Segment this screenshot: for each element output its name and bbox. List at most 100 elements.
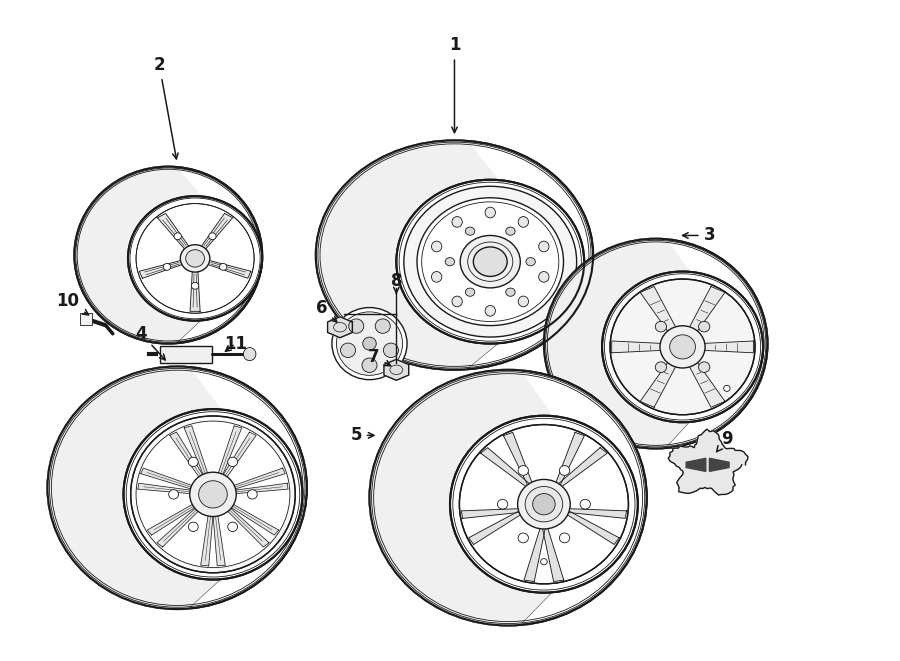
Polygon shape: [224, 505, 269, 547]
Polygon shape: [158, 214, 190, 251]
Ellipse shape: [539, 272, 549, 282]
Text: 2: 2: [154, 56, 178, 159]
Polygon shape: [157, 505, 202, 547]
Text: 1: 1: [449, 36, 460, 133]
Ellipse shape: [698, 362, 710, 372]
Polygon shape: [687, 286, 725, 335]
Ellipse shape: [383, 343, 399, 358]
Ellipse shape: [465, 227, 475, 235]
Text: 9: 9: [716, 430, 734, 451]
Polygon shape: [503, 432, 534, 489]
Ellipse shape: [450, 416, 638, 593]
Ellipse shape: [460, 235, 520, 288]
Ellipse shape: [459, 424, 628, 584]
Ellipse shape: [209, 233, 216, 240]
Polygon shape: [140, 468, 197, 490]
Polygon shape: [140, 260, 184, 278]
Polygon shape: [75, 167, 201, 344]
Ellipse shape: [163, 264, 171, 270]
Polygon shape: [230, 483, 288, 494]
Text: 8: 8: [391, 272, 402, 293]
Ellipse shape: [190, 472, 236, 516]
Ellipse shape: [168, 490, 178, 499]
Ellipse shape: [506, 227, 515, 235]
Ellipse shape: [506, 288, 515, 296]
Ellipse shape: [655, 362, 667, 372]
Polygon shape: [212, 511, 225, 566]
Ellipse shape: [526, 258, 536, 266]
Ellipse shape: [362, 358, 377, 372]
Ellipse shape: [560, 465, 570, 475]
Polygon shape: [612, 341, 667, 353]
Polygon shape: [170, 432, 205, 481]
Ellipse shape: [518, 217, 528, 227]
Ellipse shape: [348, 319, 364, 333]
Ellipse shape: [465, 288, 475, 296]
Polygon shape: [544, 239, 689, 448]
Ellipse shape: [498, 499, 508, 509]
Polygon shape: [709, 458, 729, 471]
Ellipse shape: [610, 279, 755, 414]
Polygon shape: [48, 367, 220, 609]
Ellipse shape: [188, 457, 198, 467]
Ellipse shape: [446, 258, 454, 266]
Polygon shape: [481, 447, 534, 490]
Polygon shape: [217, 426, 242, 479]
Text: 5: 5: [350, 426, 374, 444]
Ellipse shape: [243, 348, 256, 361]
Polygon shape: [384, 360, 409, 380]
Polygon shape: [206, 260, 251, 278]
Ellipse shape: [539, 241, 549, 252]
Ellipse shape: [199, 481, 228, 508]
Ellipse shape: [123, 409, 302, 580]
Ellipse shape: [525, 486, 562, 522]
Ellipse shape: [431, 241, 442, 252]
Ellipse shape: [340, 343, 356, 358]
Polygon shape: [200, 214, 233, 251]
Polygon shape: [230, 468, 285, 490]
Polygon shape: [148, 502, 199, 535]
Ellipse shape: [220, 264, 227, 270]
Ellipse shape: [602, 272, 763, 422]
Ellipse shape: [192, 282, 199, 290]
Ellipse shape: [396, 180, 584, 344]
Polygon shape: [184, 426, 209, 479]
Polygon shape: [138, 483, 195, 494]
Polygon shape: [201, 511, 213, 566]
Ellipse shape: [332, 307, 407, 379]
Ellipse shape: [560, 533, 570, 543]
Ellipse shape: [370, 369, 647, 625]
Bar: [160, 346, 212, 363]
Polygon shape: [542, 524, 563, 582]
Polygon shape: [370, 370, 552, 625]
Polygon shape: [563, 508, 626, 518]
Ellipse shape: [136, 421, 290, 568]
Ellipse shape: [518, 465, 528, 475]
Ellipse shape: [417, 198, 563, 326]
Polygon shape: [462, 508, 525, 518]
Ellipse shape: [485, 207, 495, 218]
Ellipse shape: [128, 196, 262, 321]
Ellipse shape: [431, 272, 442, 282]
Ellipse shape: [670, 335, 696, 359]
Ellipse shape: [698, 321, 710, 332]
Polygon shape: [554, 447, 608, 490]
Text: 3: 3: [682, 227, 716, 245]
Ellipse shape: [724, 385, 730, 391]
Polygon shape: [554, 432, 584, 489]
Ellipse shape: [518, 479, 571, 529]
Ellipse shape: [228, 457, 238, 467]
Polygon shape: [669, 429, 748, 495]
Ellipse shape: [452, 217, 463, 227]
Ellipse shape: [316, 140, 593, 369]
Text: 11: 11: [224, 334, 247, 352]
Text: 6: 6: [316, 299, 337, 322]
Ellipse shape: [185, 250, 204, 267]
Polygon shape: [190, 270, 200, 311]
Polygon shape: [316, 140, 499, 369]
Ellipse shape: [180, 245, 210, 272]
Text: 7: 7: [368, 348, 391, 366]
Ellipse shape: [541, 559, 547, 564]
Polygon shape: [640, 286, 679, 335]
Ellipse shape: [130, 416, 295, 572]
